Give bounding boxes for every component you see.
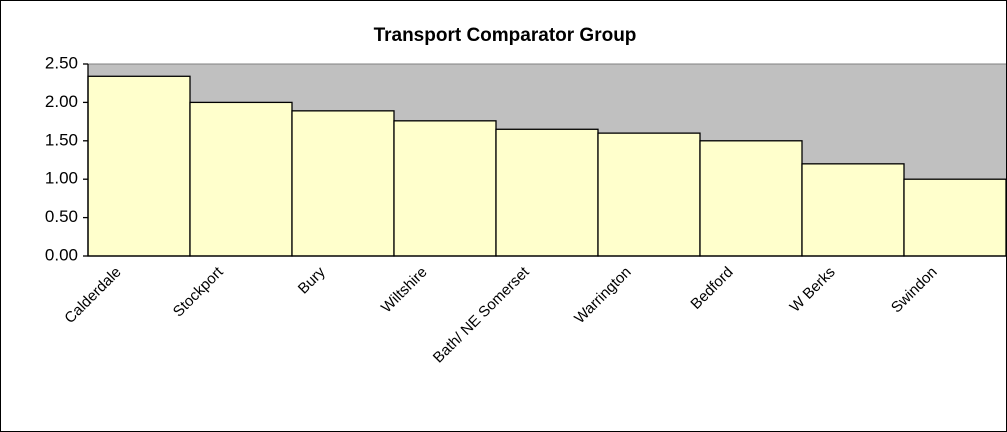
y-tick-label: 2.00 — [45, 92, 78, 111]
bar — [801, 163, 905, 257]
bar — [903, 178, 1007, 257]
y-tick-label: 1.00 — [45, 169, 78, 188]
bar — [189, 101, 293, 257]
y-tick-label: 0.50 — [45, 207, 78, 226]
bar — [291, 110, 395, 257]
bar — [699, 140, 803, 257]
bar — [393, 120, 497, 257]
bar — [597, 132, 701, 257]
bar — [495, 128, 599, 257]
y-tick-label: 0.00 — [45, 245, 78, 264]
bar — [87, 75, 191, 257]
y-tick-label: 1.50 — [45, 130, 78, 149]
y-tick-label: 2.50 — [45, 53, 78, 72]
chart-title: Transport Comparator Group — [374, 25, 637, 46]
